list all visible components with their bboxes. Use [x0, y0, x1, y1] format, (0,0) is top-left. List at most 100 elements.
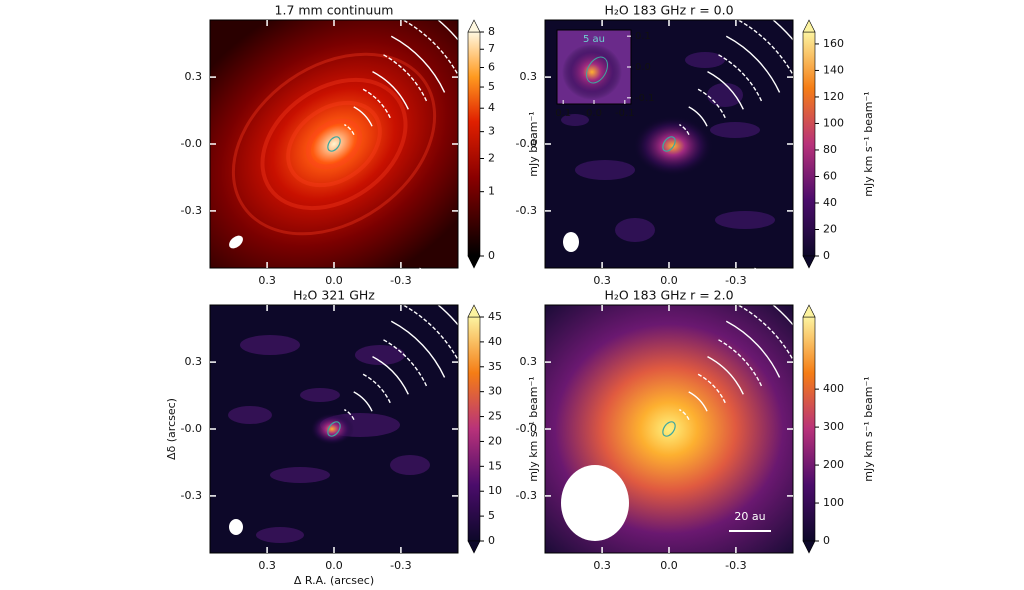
y-tick-label: -0.3	[181, 489, 202, 502]
contour	[327, 421, 341, 437]
panel-title: H₂O 183 GHz r = 2.0	[604, 288, 733, 303]
colorbar	[802, 31, 816, 257]
colorbar-extend	[467, 540, 481, 554]
y-tick-label: -0.0	[181, 422, 202, 435]
colorbar-tick-label: 140	[823, 63, 844, 76]
dashed-arc	[707, 70, 744, 110]
dashed-arc	[390, 35, 446, 93]
y-tick-label: -0.3	[516, 489, 537, 502]
image-panel-1	[210, 20, 458, 268]
colorbar	[802, 316, 816, 542]
x-tick-label: 0.3	[258, 274, 276, 287]
dashed-arc	[716, 53, 763, 102]
y-tick-label: -0.0	[516, 137, 537, 150]
scale-bar-label: 20 au	[734, 510, 765, 523]
colorbar-extend	[467, 19, 481, 33]
dashed-arc	[678, 408, 690, 421]
colorbar-tick-label: 8	[488, 25, 495, 38]
x-tick-label: 0.3	[258, 559, 276, 572]
colorbar-extend	[802, 255, 816, 269]
colorbar-tick-label: 6	[488, 61, 495, 74]
colorbar-tick-label: 40	[488, 335, 502, 348]
colorbar-label: mJy km s⁻¹ beam⁻¹	[862, 91, 875, 196]
dashed-arc	[735, 303, 799, 370]
colorbar	[467, 316, 481, 542]
dashed-arc	[372, 355, 409, 395]
dashed-arc	[343, 408, 355, 421]
x-tick-label: 0.3	[593, 274, 611, 287]
dashed-arc	[725, 35, 781, 93]
y-tick-label: 0.3	[520, 70, 538, 83]
dashed-arc	[688, 391, 708, 412]
colorbar-tick-label: 0	[823, 249, 830, 262]
dashed-arc	[678, 123, 690, 136]
colorbar-tick-label: 20	[823, 222, 837, 235]
x-tick-label: 0.0	[660, 559, 678, 572]
colorbar-extend	[802, 540, 816, 554]
y-tick-label: 0.3	[185, 355, 203, 368]
x-tick-label: -0.3	[725, 559, 746, 572]
colorbar-extend	[467, 304, 481, 318]
image-panel-2	[545, 20, 793, 268]
colorbar-tick-label: 35	[488, 360, 502, 373]
colorbar-tick-label: 160	[823, 37, 844, 50]
dashed-arc	[372, 70, 409, 110]
dashed-arc	[688, 106, 708, 127]
colorbar-tick-label: 45	[488, 310, 502, 323]
x-tick-label: 0.3	[593, 559, 611, 572]
dashed-arc	[419, 267, 500, 353]
dashed-arc	[362, 88, 391, 119]
y-tick-label: -0.0	[516, 422, 537, 435]
image-panel-4	[545, 305, 793, 553]
panel-title: 1.7 mm continuum	[275, 3, 394, 18]
x-tick-label: 0.0	[325, 274, 343, 287]
colorbar-tick-label: 80	[823, 143, 837, 156]
colorbar-tick-label: 30	[488, 385, 502, 398]
dashed-arc	[697, 373, 726, 404]
panel-title: H₂O 321 GHz	[293, 288, 375, 303]
y-tick-label: -0.3	[181, 204, 202, 217]
colorbar-tick-label: 0	[488, 534, 495, 547]
dashed-arc	[390, 320, 446, 378]
y-tick-label: 0.3	[185, 70, 203, 83]
colorbar-tick-label: 4	[488, 101, 495, 114]
dashed-arc	[725, 320, 781, 378]
colorbar-label: mJy km s⁻¹ beam⁻¹	[862, 376, 875, 481]
colorbar-tick-label: 0	[488, 249, 495, 262]
y-axis-label: Δδ (arcsec)	[165, 398, 178, 460]
contour	[662, 136, 676, 152]
colorbar-tick-label: 300	[823, 420, 844, 433]
x-tick-label: -0.3	[725, 274, 746, 287]
colorbar-tick-label: 5	[488, 80, 495, 93]
inset-contour	[586, 56, 608, 84]
colorbar-tick-label: 0	[823, 534, 830, 547]
colorbar-tick-label: 3	[488, 125, 495, 138]
dashed-arc	[754, 267, 835, 353]
colorbar-extend	[802, 19, 816, 33]
colorbar-tick-label: 15	[488, 459, 502, 472]
colorbar-extend	[802, 304, 816, 318]
colorbar-label: mJy beam⁻¹	[527, 111, 540, 176]
colorbar-tick-label: 60	[823, 169, 837, 182]
colorbar-tick-label: 120	[823, 90, 844, 103]
colorbar-tick-label: 200	[823, 458, 844, 471]
colorbar-tick-label: 100	[823, 116, 844, 129]
dashed-arc	[400, 18, 464, 85]
dashed-arc	[444, 0, 500, 68]
y-tick-label: -0.3	[516, 204, 537, 217]
colorbar-tick-label: 20	[488, 434, 502, 447]
dashed-arc	[381, 338, 428, 387]
dashed-arc	[343, 123, 355, 136]
colorbar-tick-label: 7	[488, 42, 495, 55]
colorbar-tick-label: 100	[823, 496, 844, 509]
contour	[327, 136, 341, 152]
inset-x-tick-label: -0.1	[615, 108, 635, 119]
colorbar-tick-label: 10	[488, 484, 502, 497]
x-tick-label: -0.3	[390, 559, 411, 572]
colorbar-label: mJy km s⁻¹ beam⁻¹	[527, 376, 540, 481]
x-axis-label: Δ R.A. (arcsec)	[294, 574, 374, 586]
y-tick-label: -0.0	[181, 137, 202, 150]
x-tick-label: 0.0	[325, 559, 343, 572]
dashed-arc	[353, 391, 373, 412]
inset-y-tick-label: -0.1	[635, 93, 655, 104]
